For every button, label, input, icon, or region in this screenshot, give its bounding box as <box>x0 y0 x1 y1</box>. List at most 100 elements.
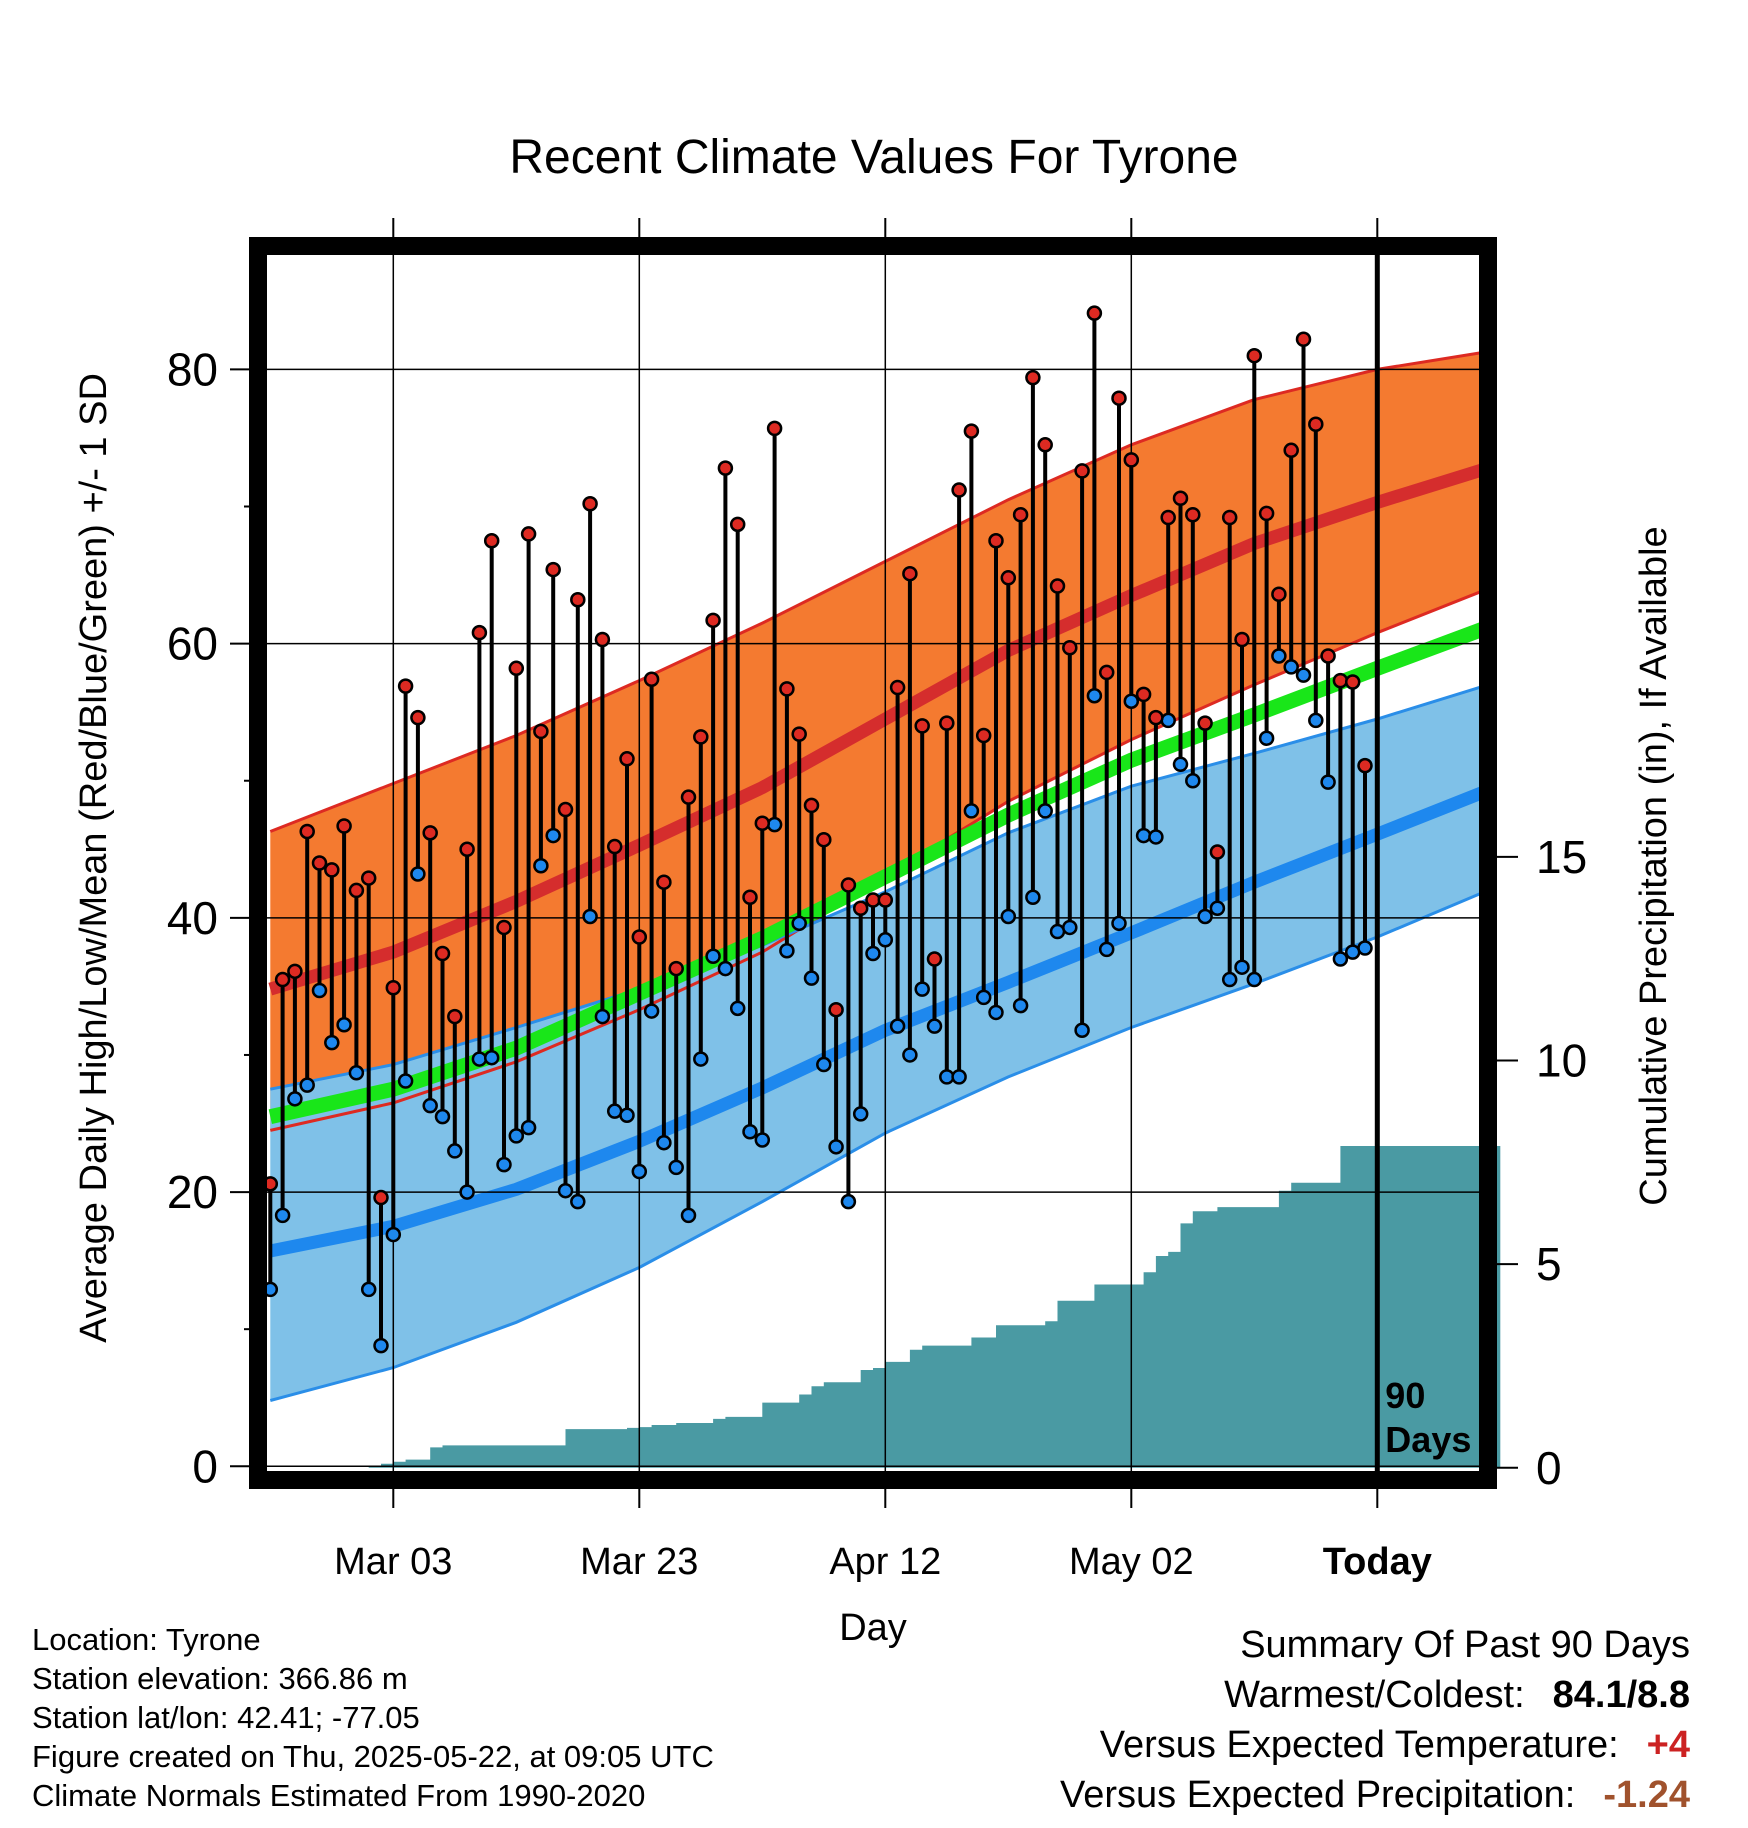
high-point <box>360 870 377 886</box>
low-point <box>385 1226 402 1243</box>
high-point <box>348 882 365 899</box>
low-point <box>1012 997 1029 1014</box>
high-point <box>1000 570 1017 586</box>
high-point <box>324 862 340 878</box>
low-point <box>360 1281 377 1298</box>
high-point <box>1185 506 1201 523</box>
high-point <box>1049 578 1066 594</box>
low-point <box>852 1106 869 1122</box>
today-days-label: Days <box>1385 1419 1471 1460</box>
low-point <box>779 943 795 959</box>
high-point <box>533 723 549 740</box>
low-point <box>336 1017 352 1033</box>
y2-tick-label: 0 <box>1536 1442 1562 1494</box>
low-point <box>1258 730 1275 746</box>
low-point <box>299 1077 315 1093</box>
high-point <box>742 889 758 906</box>
low-point <box>287 1091 303 1107</box>
high-point <box>508 660 525 677</box>
low-point <box>1209 900 1226 916</box>
low-point <box>1086 687 1103 704</box>
high-point <box>336 818 352 834</box>
temp-departure-row: Versus Expected Temperature: +4 <box>1060 1720 1690 1770</box>
elevation-text: Station elevation: 366.86 m <box>32 1661 408 1696</box>
low-point <box>1049 923 1066 940</box>
low-point <box>680 1207 697 1224</box>
high-point <box>1025 369 1041 386</box>
high-point <box>754 815 771 831</box>
low-point <box>1221 971 1238 988</box>
low-point <box>754 1132 771 1148</box>
high-point <box>693 729 709 745</box>
created-text: Figure created on Thu, 2025-05-22, at 09… <box>32 1739 714 1774</box>
high-point <box>1295 331 1312 347</box>
high-point <box>1209 844 1226 860</box>
y-tick-label: 0 <box>192 1440 218 1492</box>
low-point <box>975 989 992 1006</box>
low-point <box>1062 919 1078 936</box>
low-point <box>471 1051 488 1067</box>
low-point <box>311 982 328 999</box>
low-point <box>1098 941 1115 958</box>
high-point <box>1308 416 1324 432</box>
high-point <box>520 526 537 542</box>
high-point <box>1086 305 1103 321</box>
high-point <box>803 797 820 814</box>
high-point <box>483 533 500 549</box>
low-point <box>434 1108 451 1125</box>
high-point <box>570 591 586 608</box>
high-point <box>717 460 734 476</box>
high-point <box>299 823 315 840</box>
high-point <box>852 900 869 916</box>
low-point <box>988 1004 1004 1021</box>
low-point <box>397 1073 414 1089</box>
low-point <box>606 1103 623 1119</box>
low-point <box>1357 940 1373 956</box>
temp-departure-label: Versus Expected Temperature: <box>1099 1724 1619 1766</box>
high-point <box>963 423 980 439</box>
high-point <box>902 565 918 582</box>
low-point <box>1332 951 1349 967</box>
high-point <box>877 892 894 908</box>
x-axis-label: Day <box>839 1607 907 1649</box>
high-point <box>926 951 943 967</box>
y2-tick-label: 10 <box>1536 1035 1587 1087</box>
low-point <box>557 1182 574 1199</box>
low-point <box>803 970 820 986</box>
high-point <box>1344 674 1361 690</box>
warmest-coldest-label: Warmest/Coldest: <box>1224 1674 1525 1716</box>
high-point <box>385 980 402 996</box>
y2-axis-label: Cumulative Precipitation (in), If Availa… <box>1633 526 1675 1205</box>
low-point <box>508 1128 525 1144</box>
low-point <box>1148 829 1164 845</box>
low-point <box>1246 971 1263 988</box>
low-point <box>877 932 894 948</box>
high-point <box>311 855 328 871</box>
x-tick-label: Mar 03 <box>334 1541 452 1583</box>
low-point <box>865 945 881 962</box>
low-point <box>1037 803 1053 819</box>
high-point <box>545 561 561 578</box>
summary-heading: Summary Of Past 90 Days <box>1240 1624 1690 1666</box>
low-point <box>766 816 783 833</box>
warmest-coldest-row: Warmest/Coldest: 84.1/8.8 <box>1060 1670 1690 1720</box>
low-point <box>459 1184 475 1200</box>
low-point <box>1172 756 1189 773</box>
high-point <box>422 825 438 841</box>
high-point <box>1123 452 1140 468</box>
low-point <box>717 960 734 977</box>
precipitation-area <box>270 1146 1501 1468</box>
low-point <box>1320 774 1336 790</box>
high-point <box>1246 347 1263 364</box>
high-point <box>668 960 684 977</box>
low-point <box>410 866 426 882</box>
low-point <box>1344 944 1361 960</box>
high-point <box>988 533 1004 549</box>
high-point <box>594 631 611 648</box>
low-point <box>951 1069 967 1085</box>
high-point <box>680 789 697 805</box>
daily-points <box>262 305 1373 1354</box>
location-text: Location: Tyrone <box>32 1622 261 1657</box>
low-point <box>324 1034 340 1051</box>
